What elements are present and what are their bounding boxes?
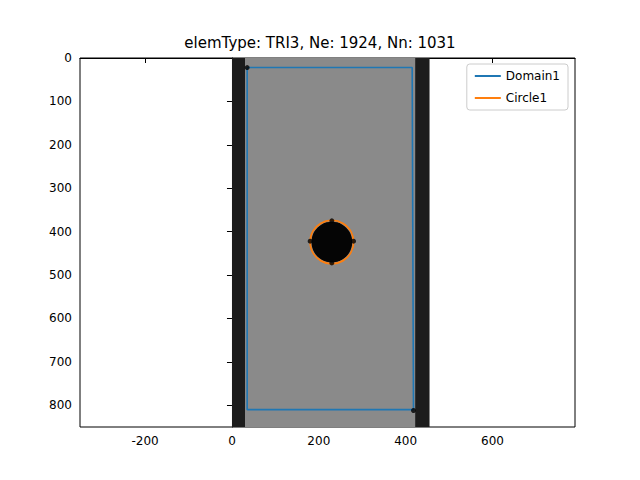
svg-text:Circle1: Circle1 [506, 91, 547, 105]
svg-text:400: 400 [394, 434, 417, 448]
svg-text:700: 700 [49, 355, 72, 369]
svg-text:200: 200 [307, 434, 330, 448]
svg-text:0: 0 [228, 434, 236, 448]
svg-text:0: 0 [64, 51, 72, 65]
svg-text:400: 400 [49, 225, 72, 239]
svg-text:Domain1: Domain1 [506, 69, 560, 83]
svg-text:500: 500 [49, 268, 72, 282]
svg-text:600: 600 [49, 311, 72, 325]
svg-text:elemType: TRI3, Ne: 1924, Nn:: elemType: TRI3, Ne: 1924, Nn: 1031 [184, 34, 455, 52]
svg-text:100: 100 [49, 94, 72, 108]
svg-text:300: 300 [49, 181, 72, 195]
svg-text:-200: -200 [132, 434, 159, 448]
svg-text:600: 600 [481, 434, 504, 448]
svg-text:200: 200 [49, 138, 72, 152]
svg-text:800: 800 [49, 398, 72, 412]
